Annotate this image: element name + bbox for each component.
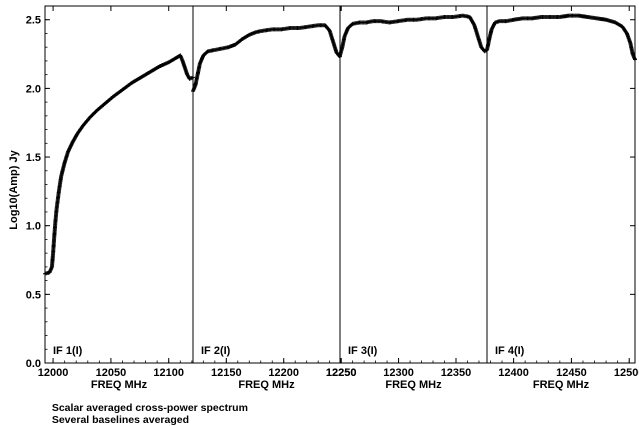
panel-4: 12400 12450 12500 FREQ MHz IF 4(I) (485, 6, 639, 391)
series-2 (191, 23, 342, 94)
x-tick-label: 12200 (268, 367, 299, 379)
x-tick-label: 12350 (441, 367, 472, 379)
x-tick-label: 12500 (614, 367, 639, 379)
series-4 (485, 13, 637, 62)
caption-right: Several baselines averaged (51, 414, 190, 426)
y-tick-label: 2.0 (26, 83, 41, 95)
x-tick-label: 12100 (153, 367, 184, 379)
x-axis-label: FREQ MHz (91, 379, 148, 391)
x-axis-label: FREQ MHz (533, 379, 590, 391)
panel-2: 12150 12200 12250 FREQ MHz IF 2(I) (191, 6, 356, 391)
x-axis-label: FREQ MHz (385, 379, 442, 391)
caption: Scalar averaged cross-power spectrum Sev… (46, 390, 262, 426)
spectrum-chart: 0.0 0.5 1.0 1.5 2.0 2.5 12000 12050 12100 FREQ M… (8, 5, 639, 391)
caption-left: Scalar averaged cross-power spectrum (51, 402, 248, 414)
y-tick-label: 0.0 (26, 358, 41, 370)
panel-label: IF 2(I) (201, 345, 231, 357)
x-tick-label: 12300 (383, 367, 414, 379)
y-tick-label: 2.5 (26, 15, 41, 27)
x-tick-label: 12050 (96, 367, 127, 379)
x-tick-label: 12150 (211, 367, 242, 379)
panel-label: IF 4(I) (495, 345, 525, 357)
data-point (633, 57, 637, 62)
series-1 (43, 53, 195, 276)
panel-1: 12000 12050 12100 FREQ MHz IF 1(I) (38, 6, 195, 391)
y-tick-label: 0.5 (26, 289, 41, 301)
panel-label: IF 3(I) (348, 345, 378, 357)
panel-label: IF 1(I) (53, 345, 83, 357)
series-3 (338, 13, 489, 58)
x-tick-label: 12250 (326, 367, 357, 379)
x-axis-label: FREQ MHz (238, 379, 295, 391)
y-axis-label: Log10(Amp) Jy (8, 149, 20, 229)
chart-panels: 12000 12050 12100 FREQ MHz IF 1(I) 12150 12200… (38, 6, 639, 391)
x-tick-label: 12000 (38, 367, 69, 379)
x-tick-label: 12450 (556, 367, 587, 379)
x-tick-label: 12250 (326, 367, 357, 379)
y-axis: 0.0 0.5 1.0 1.5 2.0 2.5 (26, 5, 635, 370)
x-tick-label: 12400 (498, 367, 529, 379)
y-tick-label: 1.5 (26, 152, 41, 164)
y-tick-label: 1.0 (26, 221, 41, 233)
